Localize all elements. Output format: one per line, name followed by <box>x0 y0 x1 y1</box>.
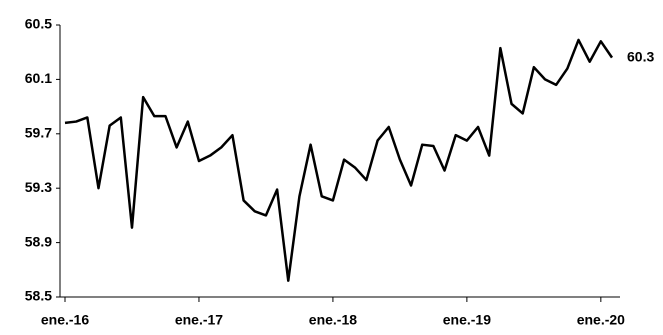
y-tick-label: 59.3 <box>25 179 52 195</box>
x-tick-label: ene.-19 <box>443 312 491 328</box>
line-series <box>64 38 614 282</box>
x-tick-label: ene.-17 <box>175 312 223 328</box>
data-label: 60.3 <box>627 48 654 64</box>
x-tick-label: ene.-20 <box>577 312 625 328</box>
y-tick-label: 59.7 <box>25 125 52 141</box>
y-tick-label: 60.5 <box>25 16 52 32</box>
x-tick-label: ene.-16 <box>41 312 89 328</box>
y-tick-label: 58.5 <box>25 288 52 304</box>
y-tick-label: 58.9 <box>25 233 52 249</box>
x-tick-label: ene.-18 <box>309 312 357 328</box>
y-tick-label: 60.1 <box>25 70 52 86</box>
